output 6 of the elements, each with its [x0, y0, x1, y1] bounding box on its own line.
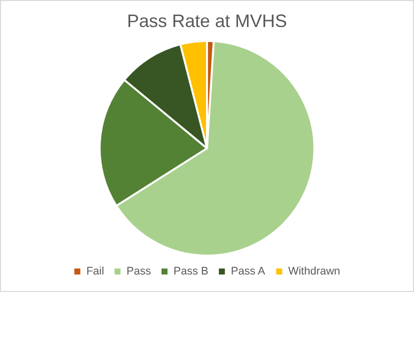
legend-label: Withdrawn [288, 266, 340, 278]
chart-title: Pass Rate at MVHS [126, 10, 288, 31]
legend-label: Pass [126, 266, 152, 278]
legend-label: Fail [86, 266, 104, 278]
legend-label: Pass A [230, 266, 266, 278]
legend-label: Pass B [174, 266, 208, 278]
